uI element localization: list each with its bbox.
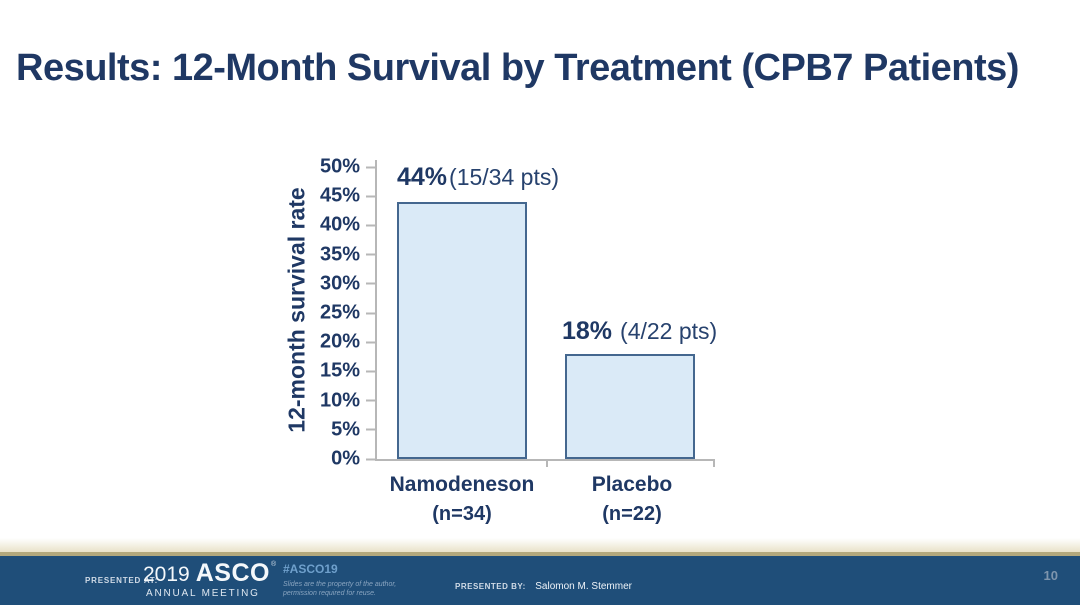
logo-name: ASCO	[195, 559, 270, 587]
bar-value-label-placebo: 18% (4/22 pts)	[562, 317, 717, 346]
y-tick: 15%	[320, 360, 375, 383]
disclaimer-line: permission required for reuse.	[283, 590, 376, 597]
bar-namodeneson	[397, 202, 527, 459]
x-axis-tick	[546, 459, 548, 467]
y-tick-mark	[366, 458, 375, 460]
footer-bar: PRESENTED AT: 2019 ASCO ® ANNUAL MEETING…	[0, 556, 1080, 605]
y-tick-label: 50%	[319, 155, 360, 178]
x-category-placebo-n: (n=22)	[602, 503, 662, 525]
y-tick-mark	[366, 282, 375, 285]
y-tick-label: 40%	[319, 213, 360, 236]
y-tick: 25%	[320, 302, 375, 325]
y-tick-mark	[366, 428, 375, 431]
bar-percent: 18%	[562, 317, 613, 345]
y-axis-line	[375, 160, 377, 461]
y-tick-label: 20%	[319, 330, 360, 353]
y-axis-ticks: 0% 5% 10% 15% 20% 25% 30% 35% 40% 45% 50%	[255, 156, 375, 470]
hashtag: #ASCO19	[283, 562, 338, 576]
x-category-namodeneson-n: (n=34)	[432, 503, 492, 525]
y-tick-mark	[366, 341, 375, 344]
presented-by: PRESENTED BY: Salomon M. Stemmer	[455, 576, 632, 594]
x-category-namodeneson: Namodeneson	[389, 473, 535, 496]
y-tick: 40%	[320, 214, 375, 237]
bar-chart-plot-area	[375, 167, 714, 459]
y-tick-label: 0%	[331, 447, 360, 470]
x-category-placebo: Placebo	[591, 473, 673, 496]
y-tick: 30%	[320, 272, 375, 295]
presented-by-name: Salomon M. Stemmer	[535, 581, 632, 592]
y-tick-mark	[366, 399, 375, 402]
presented-by-label: PRESENTED BY:	[455, 582, 526, 591]
y-tick-label: 5%	[331, 418, 360, 441]
logo-subtitle: ANNUAL MEETING	[146, 588, 260, 599]
bar-percent: 44%	[397, 163, 448, 191]
logo-year: 2019	[143, 563, 190, 586]
y-tick-label: 45%	[319, 184, 360, 207]
y-tick: 5%	[331, 418, 375, 441]
y-tick-label: 35%	[319, 243, 360, 266]
y-tick: 10%	[320, 389, 375, 412]
y-tick-mark	[366, 166, 375, 168]
y-tick-mark	[366, 224, 375, 227]
y-tick: 35%	[320, 243, 375, 266]
y-tick: 20%	[320, 331, 375, 354]
y-tick: 45%	[320, 185, 375, 208]
y-tick-mark	[366, 253, 375, 256]
page-number: 10	[1043, 568, 1058, 583]
disclaimer-line: Slides are the property of the author,	[283, 581, 397, 588]
y-tick: 50%	[320, 156, 375, 179]
y-tick-label: 30%	[319, 272, 360, 295]
presented-at-label: PRESENTED AT:	[85, 576, 159, 585]
footer-fade-band	[0, 538, 1080, 552]
bar-value-label-namodeneson: 44%(15/34 pts)	[397, 163, 559, 192]
bar-placebo	[565, 353, 695, 459]
bar-fraction: (15/34 pts)	[449, 164, 559, 190]
y-tick: 0%	[331, 448, 375, 471]
hashtag-block: #ASCO19 Slides are the property of the a…	[283, 562, 396, 598]
registered-mark-icon: ®	[270, 561, 277, 568]
x-axis-tick	[713, 459, 715, 467]
y-tick-label: 25%	[319, 301, 360, 324]
bar-fraction: (4/22 pts)	[620, 318, 718, 344]
y-tick-label: 15%	[319, 359, 360, 382]
y-tick-label: 10%	[319, 389, 360, 412]
y-tick-mark	[366, 370, 375, 373]
asco-annual-meeting-logo: 2019 ASCO ® ANNUAL MEETING	[143, 561, 276, 599]
slide-title: Results: 12-Month Survival by Treatment …	[16, 47, 1019, 89]
x-axis-line	[375, 459, 715, 461]
y-tick-mark	[366, 312, 375, 314]
footer-gold-rule	[0, 552, 1080, 556]
y-tick-mark	[366, 195, 375, 198]
